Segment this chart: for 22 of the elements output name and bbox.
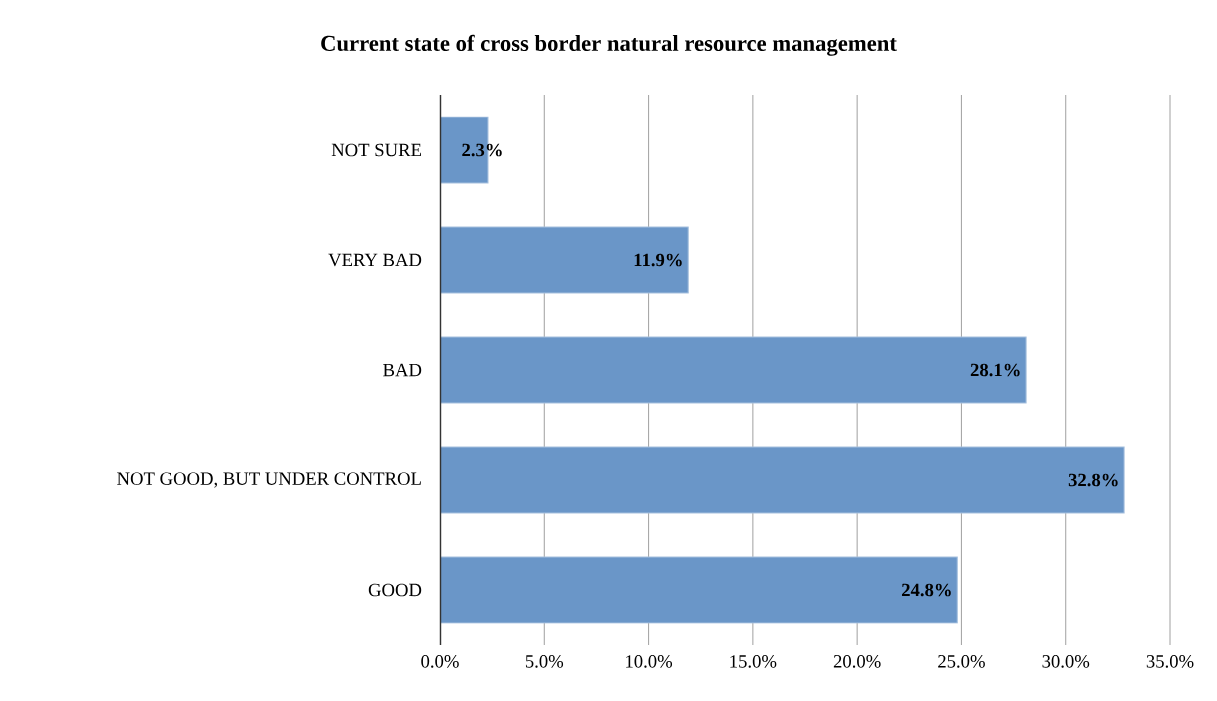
y-tick-label: BAD [383, 363, 422, 377]
y-tick-label: NOT SURE [331, 143, 422, 157]
x-tick-label: 35.0% [1146, 655, 1194, 668]
x-tick-label: 10.0% [626, 655, 673, 668]
x-tick-label: 30.0% [1042, 655, 1090, 668]
bar [440, 556, 958, 624]
bar [440, 226, 689, 294]
data-label: 11.9% [634, 253, 682, 267]
data-label: 24.8% [901, 583, 951, 597]
x-tick-label: 20.0% [833, 655, 881, 668]
data-label: 32.8% [1068, 473, 1118, 487]
x-tick-label: 5.0% [525, 655, 564, 668]
bar [440, 446, 1125, 514]
y-tick-label: NOT GOOD, BUT UNDER CONTROL [117, 472, 421, 488]
x-tick-label: 15.0% [730, 655, 777, 668]
data-label: 28.1% [970, 363, 1020, 377]
x-tick-label: 25.0% [938, 655, 985, 668]
y-tick-label: GOOD [368, 583, 422, 597]
chart-title: Current state of cross border natural resource management [321, 34, 897, 56]
y-tick-label: VERY BAD [328, 253, 422, 267]
x-tick-label: 0.0% [421, 655, 459, 668]
bar [440, 336, 1027, 404]
